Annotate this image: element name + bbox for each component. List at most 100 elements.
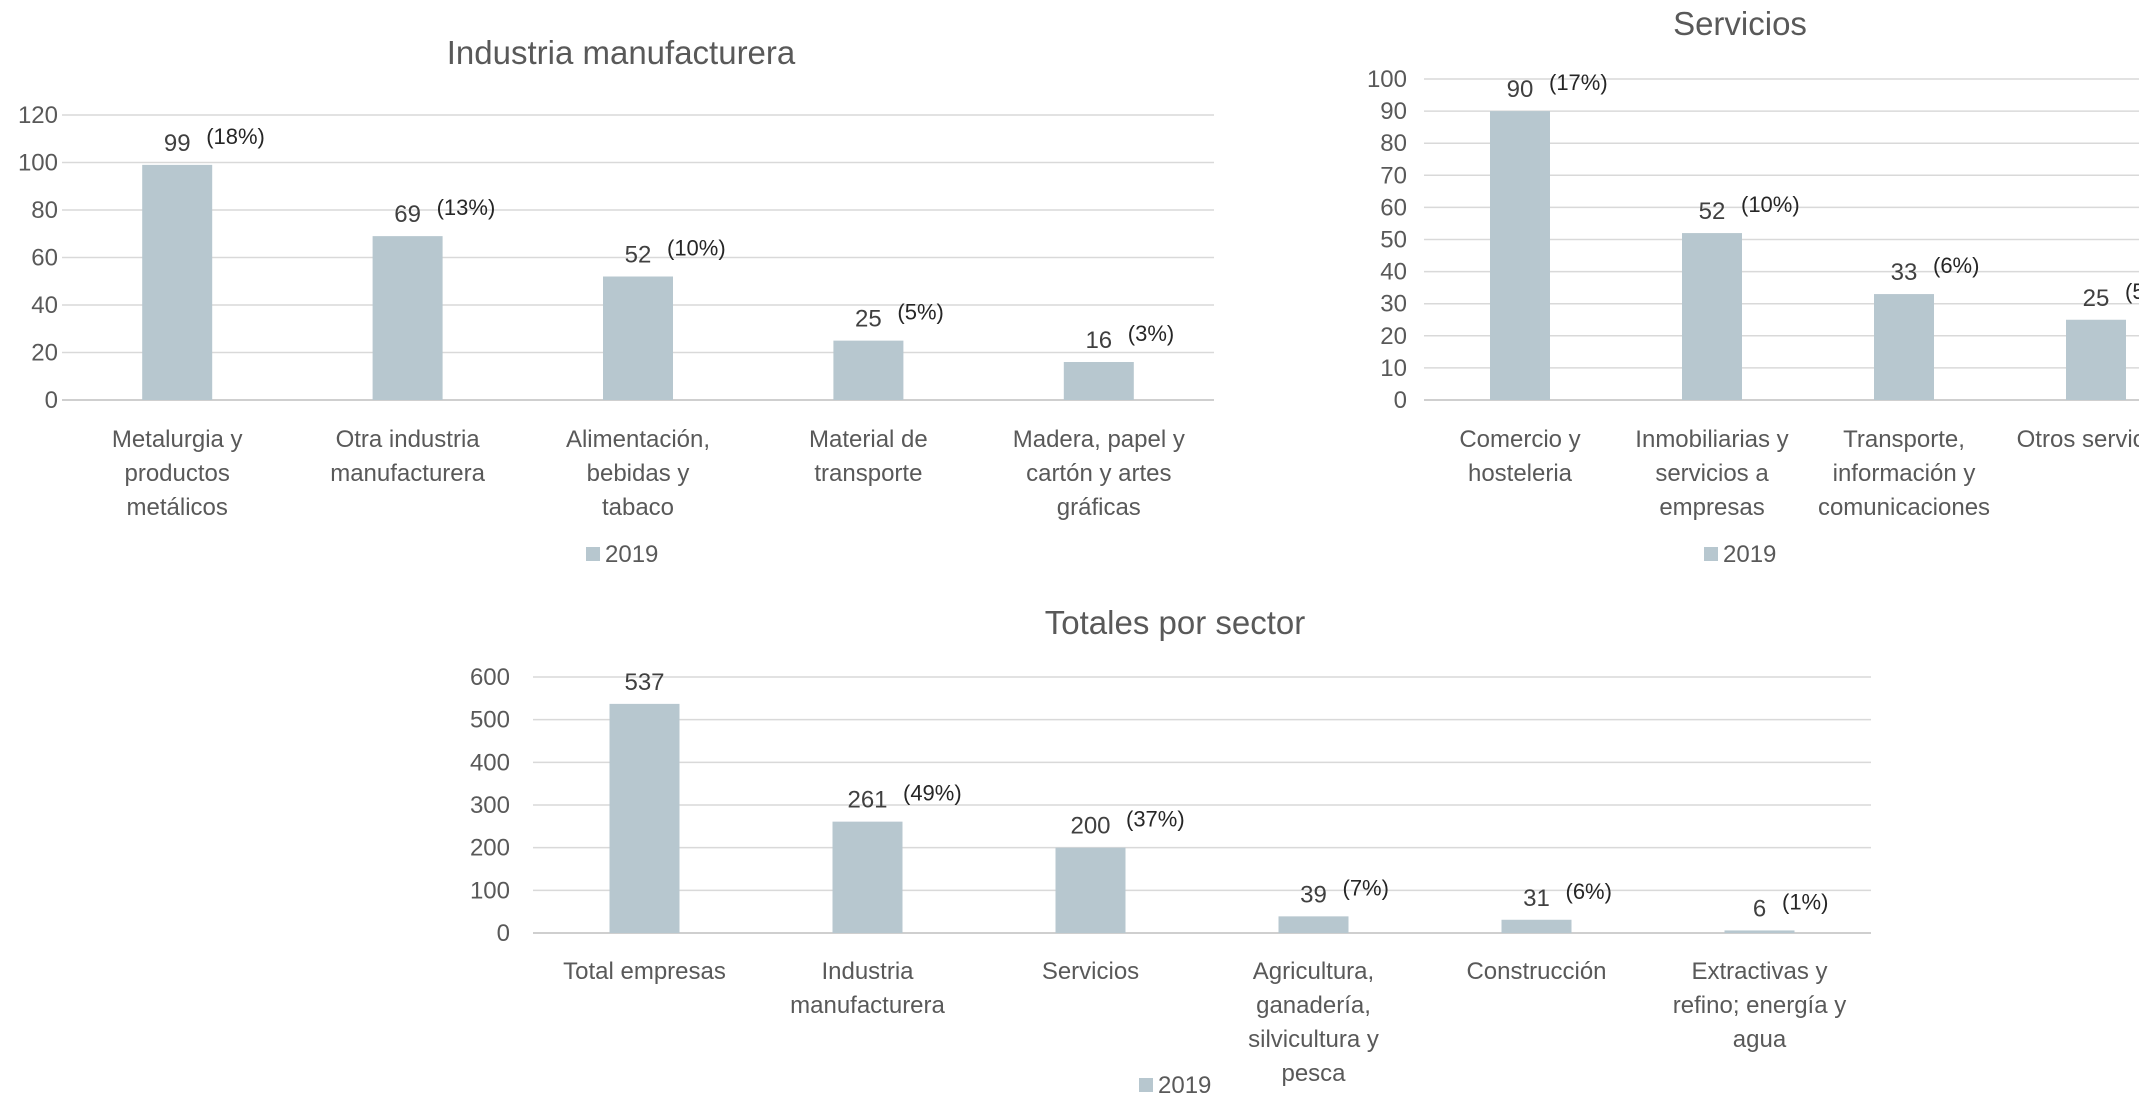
data-label: 261 [847,787,887,814]
legend: 2019 [1139,1072,1211,1099]
category-label: Comercio y hosteleria [1459,426,1580,487]
chart-industria-manufacturera: Industria manufacturera 0 20 40 60 80 100 120 9… [18,34,1214,568]
legend-swatch [586,547,600,561]
percent-label: (10%) [1741,192,1800,217]
percent-label: (49%) [903,781,962,806]
category-label: Servicios [1042,958,1139,985]
data-label: 69 [394,201,421,228]
percent-label: (18%) [206,124,265,149]
category-label: Alimentación, bebidas y tabaco [566,426,710,521]
bar [603,276,673,400]
y-tick-label: 60 [1380,194,1407,221]
data-label: 52 [625,242,652,269]
percent-label: (6%) [1933,253,1979,278]
category-label: Industria manufacturera [790,958,945,1019]
y-tick-label: 20 [31,340,58,367]
data-label: 39 [1300,881,1327,908]
category-label: Construcción [1466,958,1606,985]
legend-label: 2019 [1158,1072,1211,1099]
category-label: Metalurgia y productos metálicos [112,426,243,521]
y-tick-label: 30 [1380,291,1407,318]
y-tick-label: 0 [1394,387,1407,414]
bar [1490,111,1550,400]
y-tick-label: 100 [18,150,58,177]
data-label: 25 [2083,285,2110,312]
legend-label: 2019 [1723,541,1776,568]
category-label: Transporte, información y comunicaciones [1818,426,1990,521]
bar [1278,916,1349,933]
chart-totales-por-sector: Totales por sector 0 100 200 300 400 500 600 53… [470,604,1871,1099]
chart-title: Totales por sector [1045,604,1305,641]
percent-label: (5%) [2125,279,2139,304]
bar [832,821,903,933]
bar [1501,919,1572,933]
category-label: Inmobiliarias y servicios a empresas [1635,426,1788,521]
category-label: Otra industria manufacturera [330,426,485,487]
chart-title: Servicios [1673,5,1807,42]
y-tick-label: 10 [1380,355,1407,382]
legend-swatch [1139,1078,1153,1092]
percent-label: (37%) [1126,807,1185,832]
data-label: 16 [1085,327,1112,354]
y-tick-label: 500 [470,707,510,734]
category-label: Total empresas [563,958,726,985]
chart-servicios: Servicios 0 10 20 30 40 50 60 70 80 90 100 90 (17%) C… [1367,5,2139,568]
legend: 2019 [586,541,658,568]
y-tick-label: 60 [31,245,58,272]
y-tick-label: 300 [470,792,510,819]
bar [372,236,443,400]
y-tick-label: 0 [497,920,510,947]
y-tick-label: 40 [31,292,58,319]
percent-label: (7%) [1343,875,1389,900]
legend-swatch [1704,547,1718,561]
percent-label: (13%) [437,195,496,220]
y-tick-label: 80 [1380,130,1407,157]
data-label: 6 [1753,895,1766,922]
percent-label: (6%) [1566,879,1612,904]
percent-label: (1%) [1782,889,1828,914]
bar [1724,930,1795,933]
data-label: 31 [1523,885,1550,912]
y-tick-label: 400 [470,749,510,776]
y-tick-label: 90 [1380,98,1407,125]
y-tick-label: 100 [1367,66,1407,93]
percent-label: (3%) [1128,321,1174,346]
bar [833,340,904,400]
bar [1063,362,1134,400]
y-tick-label: 80 [31,197,58,224]
category-label: Madera, papel y cartón y artes gráficas [1013,426,1185,521]
percent-label: (5%) [897,300,943,325]
category-label: Extractivas y refino; energía y agua [1673,958,1846,1053]
data-label: 52 [1699,198,1726,225]
y-tick-label: 20 [1380,323,1407,350]
bar [2066,319,2126,400]
data-label: 99 [164,130,191,157]
data-label: 33 [1891,259,1918,286]
bar [1055,847,1126,933]
legend-label: 2019 [605,541,658,568]
chart-title: Industria manufacturera [447,34,796,71]
data-label: 25 [855,306,882,333]
percent-label: (10%) [667,236,726,261]
y-tick-label: 200 [470,835,510,862]
y-tick-label: 50 [1380,227,1407,254]
y-tick-label: 40 [1380,259,1407,286]
bar [1874,294,1934,400]
y-tick-label: 100 [470,877,510,904]
category-label: Agricultura, ganadería, silvicultura y pesc… [1248,958,1379,1087]
y-tick-label: 120 [18,102,58,129]
percent-label: (17%) [1549,70,1608,95]
category-label: Otros servicios [2017,426,2139,453]
category-label: Material de transporte [809,426,928,487]
data-label: 200 [1070,813,1110,840]
y-tick-label: 600 [470,664,510,691]
legend: 2019 [1704,541,1776,568]
bar [142,164,213,400]
data-label: 537 [624,669,664,696]
data-label: 90 [1507,76,1534,103]
y-tick-label: 0 [45,387,58,414]
bar [609,703,680,933]
bar [1682,233,1742,400]
y-tick-label: 70 [1380,162,1407,189]
